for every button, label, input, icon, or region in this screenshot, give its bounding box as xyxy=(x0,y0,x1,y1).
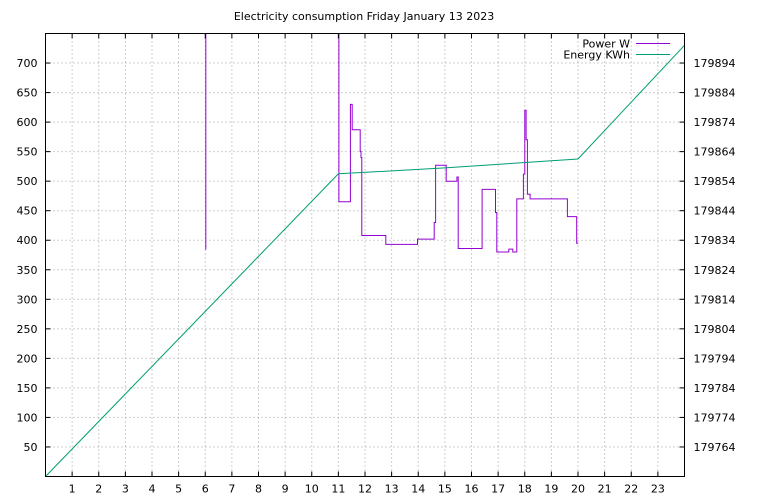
x-tick-label: 15 xyxy=(438,483,452,496)
y-tick-label: 350 xyxy=(17,264,38,277)
y2-tick-label: 179884 xyxy=(694,87,736,100)
y-tick-label: 500 xyxy=(17,175,38,188)
x-tick-label: 6 xyxy=(202,483,209,496)
y-axis-left: 50 100 150 200 250 300 350 400 450 500 550 600 650 70… xyxy=(17,57,51,454)
series-line-energy xyxy=(45,44,685,477)
x-tick-label: 21 xyxy=(598,483,612,496)
y-tick-label: 150 xyxy=(17,382,38,395)
y-tick-label: 100 xyxy=(17,411,38,424)
x-tick-label: 18 xyxy=(518,483,532,496)
y2-tick-label: 179774 xyxy=(694,411,736,424)
x-tick-label: 5 xyxy=(175,483,182,496)
legend-label: Energy KWh xyxy=(563,49,630,62)
y2-tick-label: 179764 xyxy=(694,441,736,454)
y2-tick-label: 179834 xyxy=(694,234,736,247)
y2-tick-label: 179844 xyxy=(694,205,736,218)
y-tick-label: 450 xyxy=(17,205,38,218)
y2-tick-label: 179804 xyxy=(694,323,736,336)
x-tick-label: 4 xyxy=(149,483,156,496)
y-tick-label: 250 xyxy=(17,323,38,336)
y-tick-label: 550 xyxy=(17,146,38,159)
y2-tick-label: 179794 xyxy=(694,352,736,365)
y-tick-label: 200 xyxy=(17,352,38,365)
x-tick-label: 14 xyxy=(411,483,425,496)
y2-tick-label: 179894 xyxy=(694,57,736,70)
y-tick-label: 300 xyxy=(17,293,38,306)
x-tick-label: 20 xyxy=(571,483,585,496)
y-tick-label: 50 xyxy=(24,441,38,454)
y2-tick-label: 179784 xyxy=(694,382,736,395)
x-tick-label: 12 xyxy=(358,483,372,496)
y-tick-label: 650 xyxy=(17,87,38,100)
y-tick-label: 700 xyxy=(17,57,38,70)
x-tick-label: 16 xyxy=(465,483,479,496)
x-tick-label: 23 xyxy=(651,483,665,496)
y-axis-right: 179764 179774 179784 179794 179804 179814 1798… xyxy=(679,57,736,454)
x-tick-label: 2 xyxy=(95,483,102,496)
y2-tick-label: 179864 xyxy=(694,146,736,159)
x-tick-label: 3 xyxy=(122,483,129,496)
x-tick-label: 1 xyxy=(69,483,76,496)
y2-tick-label: 179854 xyxy=(694,175,736,188)
x-tick-label: 7 xyxy=(228,483,235,496)
y-tick-label: 600 xyxy=(17,116,38,129)
legend-label: Power W xyxy=(582,38,630,51)
y2-tick-label: 179874 xyxy=(694,116,736,129)
x-tick-label: 10 xyxy=(305,483,319,496)
y2-tick-label: 179824 xyxy=(694,264,736,277)
x-tick-label: 13 xyxy=(385,483,399,496)
x-tick-label: 17 xyxy=(491,483,505,496)
x-tick-label: 22 xyxy=(624,483,638,496)
x-tick-label: 8 xyxy=(255,483,262,496)
y2-tick-label: 179814 xyxy=(694,293,736,306)
chart-title: Electricity consumption Friday January 1… xyxy=(234,10,494,23)
x-axis: 1 2 3 4 5 6 7 8 9 10 11 12 13 14 15 16 17 18 19 20 21 22 23 xyxy=(69,33,665,496)
y-tick-label: 400 xyxy=(17,234,38,247)
x-tick-label: 19 xyxy=(544,483,558,496)
x-tick-label: 9 xyxy=(282,483,289,496)
x-tick-label: 11 xyxy=(331,483,345,496)
grid xyxy=(45,33,685,477)
